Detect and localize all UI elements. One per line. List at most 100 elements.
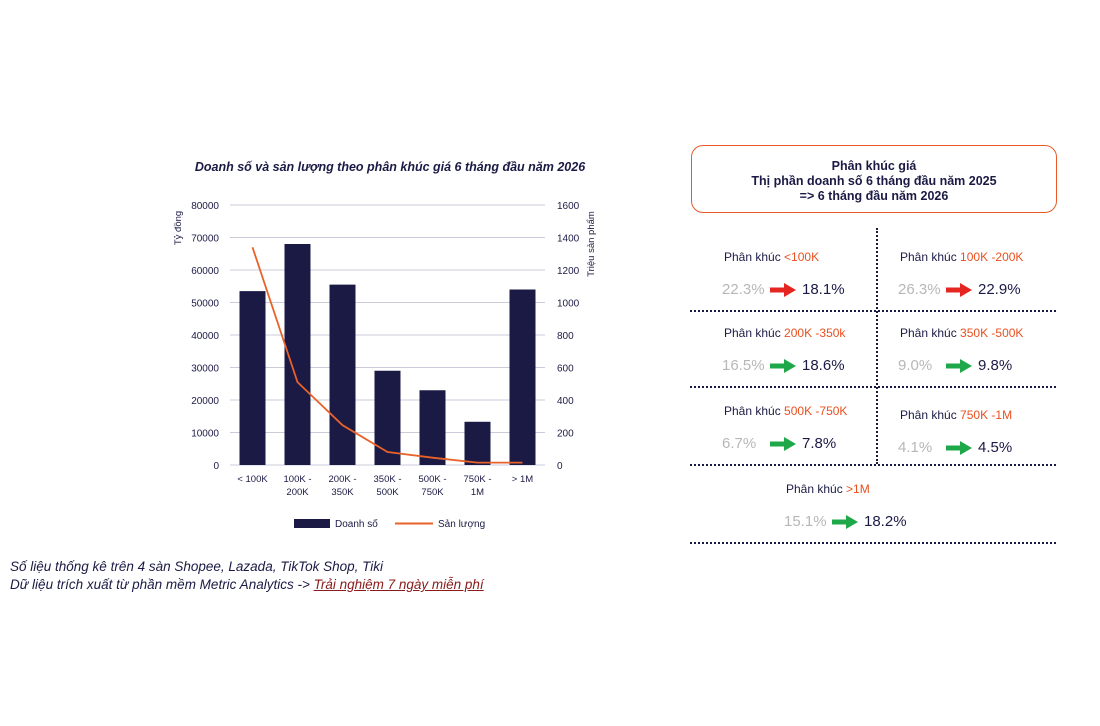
green-arrow-icon [832, 514, 858, 529]
segment-label: Phân khúc 750K -1M [900, 408, 1012, 422]
y-tick-label: 80000 [191, 201, 219, 212]
y-tick-label: 30000 [191, 364, 219, 375]
segment-range: 500K -750K [784, 404, 848, 418]
y2-tick-label: 800 [557, 331, 574, 342]
segment-range: >1M [846, 482, 870, 496]
y-tick-label: 40000 [191, 331, 219, 342]
y-tick-label: 60000 [191, 266, 219, 277]
x-tick-label: 500K - [419, 474, 447, 485]
segment-values: 15.1% 18.2% [784, 513, 907, 530]
source-notes: Số liệu thống kê trên 4 sàn Shopee, Laza… [10, 558, 484, 594]
share-2025-value: 15.1% [784, 513, 827, 530]
grid-divider-2 [690, 386, 1056, 388]
y2-tick-label: 1200 [557, 266, 580, 277]
bar [464, 421, 491, 465]
share-2026-value: 4.5% [978, 439, 1013, 456]
y2-tick-label: 0 [557, 461, 563, 472]
legend-label-san-luong: Sản lượng [438, 519, 485, 530]
y-axis-title: Tỷ đồng [173, 211, 184, 245]
y2-tick-label: 1400 [557, 234, 580, 245]
segment-values: 16.5% 18.6% [722, 357, 845, 374]
segment-values: 6.7% 7.8% [722, 435, 836, 452]
legend-label-doanh-so: Doanh số [335, 518, 378, 530]
share-title-line-3: => 6 tháng đầu năm 2026 [799, 189, 949, 203]
y-tick-label: 70000 [191, 234, 219, 245]
y-tick-label: 20000 [191, 396, 219, 407]
x-tick-label: < 100K [237, 474, 268, 485]
segment-label: Phân khúc 500K -750K [724, 404, 847, 418]
bar [239, 291, 266, 465]
share-2025-value: 6.7% [722, 435, 757, 452]
segment-range: 100K -200K [960, 250, 1024, 264]
y-tick-label: 0 [213, 461, 219, 472]
segment-label-prefix: Phân khúc [900, 250, 961, 264]
segment-range: 350K -500K [960, 326, 1024, 340]
segment-label-prefix: Phân khúc [724, 404, 785, 418]
share-2026-value: 9.8% [978, 357, 1013, 374]
segment-values: 22.3% 18.1% [722, 281, 845, 298]
y2-tick-label: 1000 [557, 299, 580, 310]
y2-tick-label: 400 [557, 396, 574, 407]
x-tick-label: 100K - [284, 474, 312, 485]
y-tick-label: 50000 [191, 299, 219, 310]
note-line-2-text: Dữ liệu trích xuất từ phần mềm Metric An… [10, 577, 314, 592]
segment-range: <100K [784, 250, 820, 264]
share-title-line-1: Phân khúc giá [831, 159, 917, 173]
segment-values: 9.0% 9.8% [898, 357, 1012, 374]
green-arrow-icon [946, 440, 972, 455]
segment-label-prefix: Phân khúc [900, 408, 961, 422]
share-2026-value: 22.9% [978, 281, 1021, 298]
share-2026-value: 18.2% [864, 513, 907, 530]
grid-divider-4 [690, 542, 1056, 544]
share-title-line-2: Thị phần doanh số 6 tháng đầu năm 2025 [751, 174, 997, 188]
share-2025-value: 4.1% [898, 439, 933, 456]
segment-range: 200K -350k [784, 326, 846, 340]
sales-volume-chart: Doanh số và sản lượng theo phân khúc giá… [173, 160, 597, 530]
x-tick-label: 1M [471, 487, 484, 498]
share-2025-value: 26.3% [898, 281, 941, 298]
x-tick-label: 750K [421, 487, 444, 498]
green-arrow-icon [770, 436, 796, 451]
segment-values: 4.1% 4.5% [898, 439, 1012, 456]
segment-label: Phân khúc 200K -350k [724, 326, 845, 340]
green-arrow-icon [946, 358, 972, 373]
segment-label-prefix: Phân khúc [900, 326, 961, 340]
share-2026-value: 18.6% [802, 357, 845, 374]
share-2026-value: 18.1% [802, 281, 845, 298]
red-arrow-icon [946, 282, 972, 297]
share-2026-value: 7.8% [802, 435, 837, 452]
segment-label: Phân khúc >1M [786, 482, 870, 496]
x-tick-label: 350K [331, 487, 354, 498]
y-tick-label: 10000 [191, 429, 219, 440]
legend-swatch-doanh-so [294, 519, 330, 528]
bar [329, 284, 356, 465]
free-trial-link[interactable]: Trải nghiệm 7 ngày miễn phí [313, 577, 484, 592]
segment-label: Phân khúc <100K [724, 250, 819, 264]
share-2025-value: 9.0% [898, 357, 933, 374]
y2-tick-label: 600 [557, 364, 574, 375]
share-panel-title-box: Phân khúc giá Thị phần doanh số 6 tháng … [691, 145, 1057, 213]
y2-tick-label: 200 [557, 429, 574, 440]
segment-label: Phân khúc 100K -200K [900, 250, 1023, 264]
segment-range: 750K -1M [960, 408, 1013, 422]
note-line-2: Dữ liệu trích xuất từ phần mềm Metric An… [10, 576, 484, 594]
grid-vertical-divider [876, 228, 878, 464]
segment-label-prefix: Phân khúc [786, 482, 847, 496]
segment-values: 26.3% 22.9% [898, 281, 1021, 298]
x-tick-label: 350K - [374, 474, 402, 485]
x-tick-label: > 1M [512, 474, 533, 485]
note-line-1: Số liệu thống kê trên 4 sàn Shopee, Laza… [10, 559, 383, 574]
grid-divider-1 [690, 310, 1056, 312]
green-arrow-icon [770, 358, 796, 373]
y2-tick-label: 1600 [557, 201, 580, 212]
x-tick-label: 200K - [329, 474, 357, 485]
segment-label-prefix: Phân khúc [724, 326, 785, 340]
x-tick-label: 500K [376, 487, 399, 498]
x-tick-label: 750K - [464, 474, 492, 485]
segment-label: Phân khúc 350K -500K [900, 326, 1023, 340]
segment-label-prefix: Phân khúc [724, 250, 785, 264]
grid-divider-3 [690, 464, 1056, 466]
x-tick-label: 200K [286, 487, 309, 498]
share-2025-value: 22.3% [722, 281, 765, 298]
share-2025-value: 16.5% [722, 357, 765, 374]
